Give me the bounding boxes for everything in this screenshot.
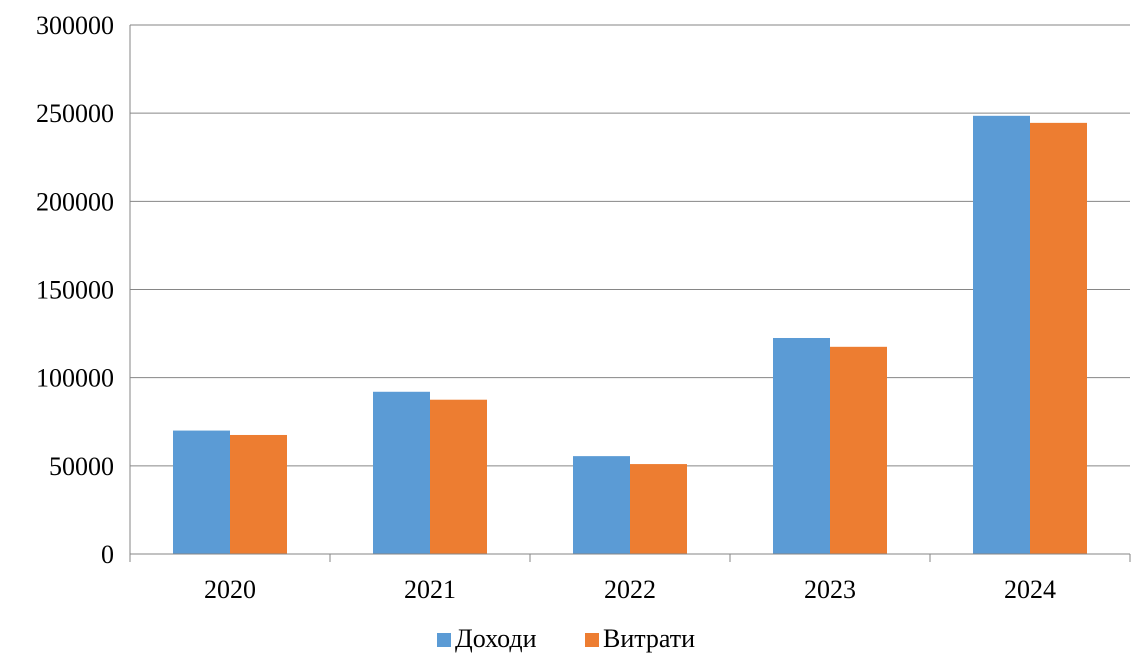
y-tick-label: 300000 — [36, 11, 114, 40]
y-tick-label: 250000 — [36, 99, 114, 128]
legend-swatch-0 — [437, 633, 451, 647]
bar-Витрати-2020[interactable] — [230, 434, 287, 554]
x-tick-label: 2022 — [604, 575, 656, 604]
bar-Доходи-2024[interactable] — [973, 115, 1030, 554]
x-tick-label: 2024 — [1004, 575, 1056, 604]
bar-Доходи-2022[interactable] — [573, 456, 630, 554]
legend-label: Доходи — [455, 624, 537, 653]
bar-Витрати-2022[interactable] — [630, 464, 687, 554]
bar-Витрати-2021[interactable] — [430, 399, 487, 554]
y-tick-labels: 0 50000 100000 150000 200000 250000 300000 — [36, 11, 114, 569]
y-tick-label: 150000 — [36, 276, 114, 305]
x-tick-label: 2023 — [804, 575, 856, 604]
bar-Доходи-2021[interactable] — [373, 391, 430, 554]
bar-Доходи-2023[interactable] — [773, 337, 830, 554]
bar-Доходи-2020[interactable] — [173, 430, 230, 554]
gridlines — [130, 24, 1130, 467]
x-tick-label: 2020 — [204, 575, 256, 604]
x-tick-labels: 2020 2021 2022 2023 2024 — [204, 575, 1056, 604]
legend[interactable]: Доходи Витрати — [437, 624, 695, 653]
bars — [173, 115, 1087, 555]
y-tick-label: 200000 — [36, 187, 114, 216]
bar-Витрати-2023[interactable] — [830, 346, 887, 554]
axes — [129, 25, 1131, 562]
y-tick-label: 0 — [101, 540, 114, 569]
x-tick-label: 2021 — [404, 575, 456, 604]
legend-swatch-1 — [585, 633, 599, 647]
bar-Витрати-2024[interactable] — [1030, 122, 1087, 555]
legend-label: Витрати — [603, 624, 695, 653]
y-tick-label: 50000 — [49, 452, 114, 481]
y-tick-label: 100000 — [36, 364, 114, 393]
